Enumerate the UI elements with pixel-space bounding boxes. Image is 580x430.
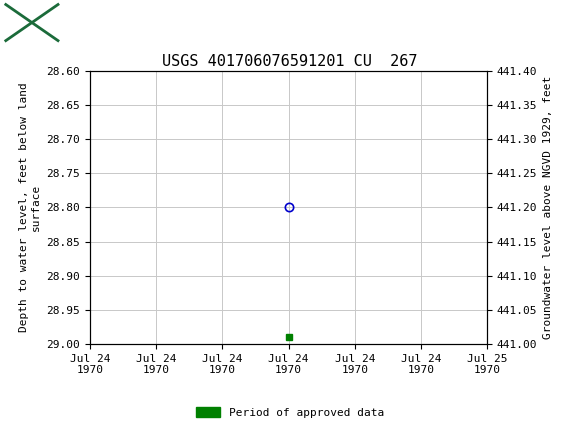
Text: USGS 401706076591201 CU  267: USGS 401706076591201 CU 267 xyxy=(162,54,418,69)
Y-axis label: Depth to water level, feet below land
surface: Depth to water level, feet below land su… xyxy=(19,83,41,332)
Y-axis label: Groundwater level above NGVD 1929, feet: Groundwater level above NGVD 1929, feet xyxy=(543,76,553,339)
Text: USGS: USGS xyxy=(75,14,130,31)
FancyBboxPatch shape xyxy=(6,4,58,41)
Legend: Period of approved data: Period of approved data xyxy=(191,403,389,422)
